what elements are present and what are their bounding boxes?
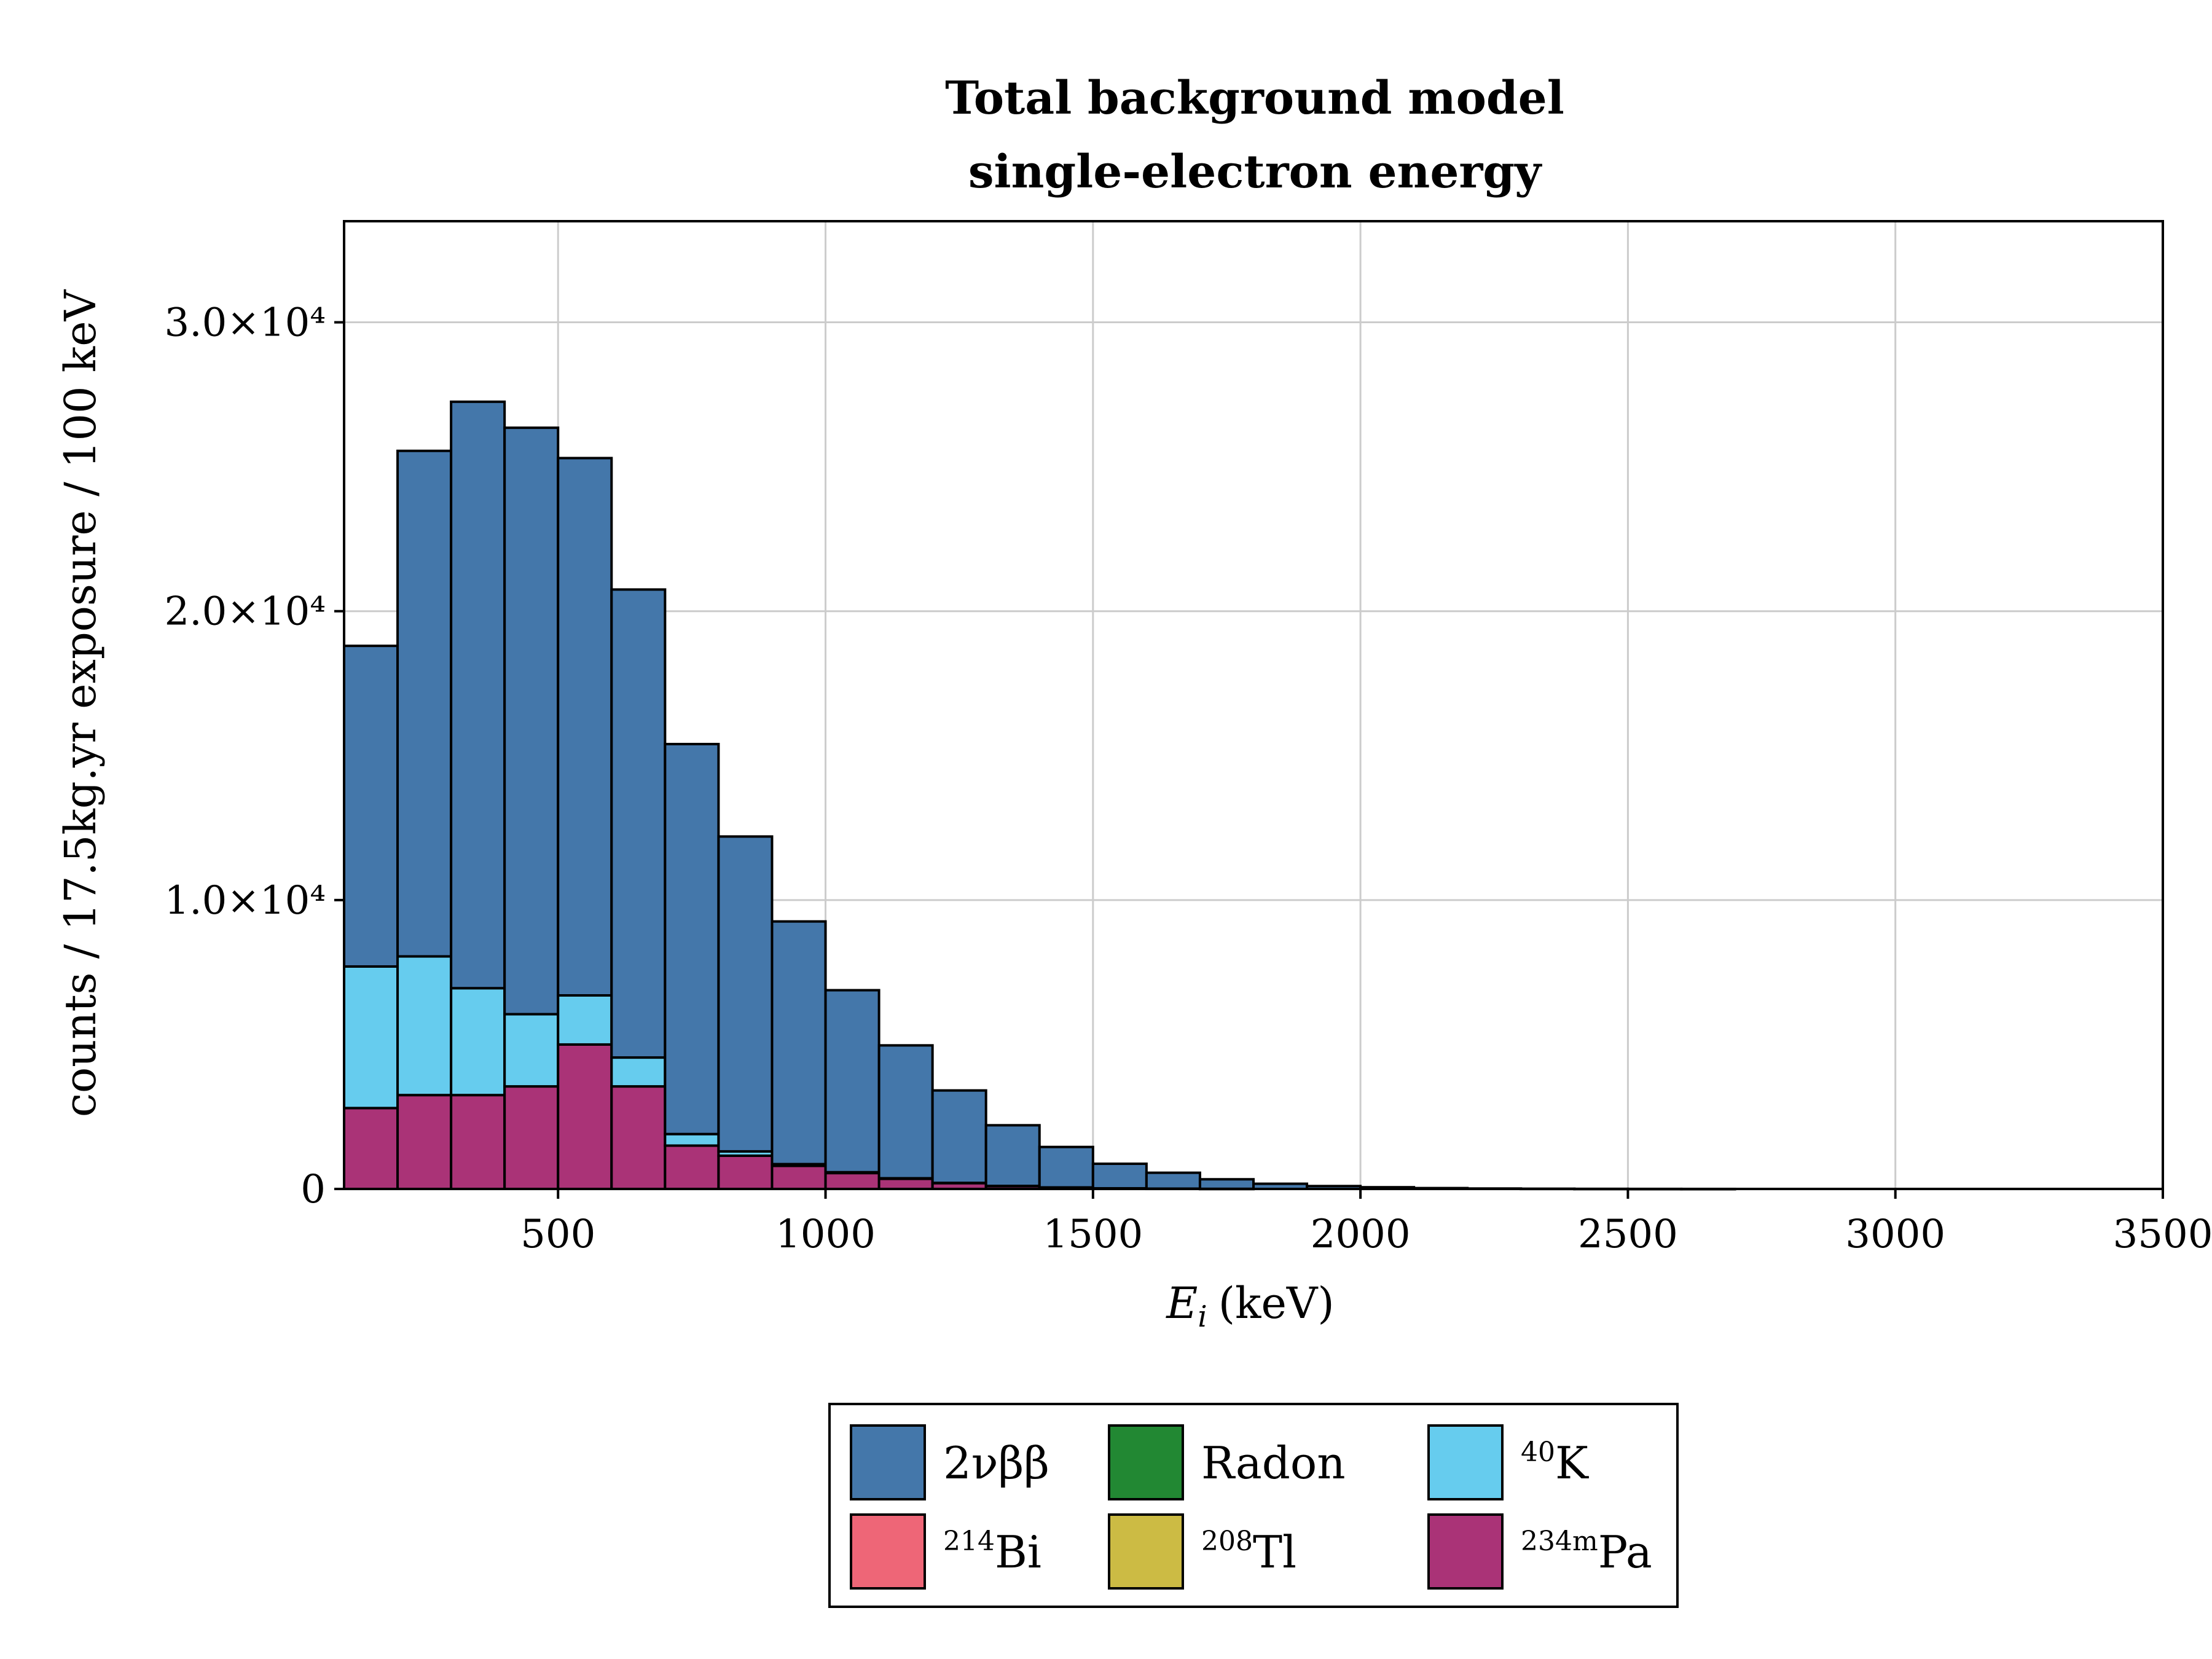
x-axis-subscript: i — [1198, 1300, 1207, 1334]
bar-2νββ-bin-8 — [771, 920, 827, 1166]
legend-label-1: Radon — [1201, 1437, 1346, 1489]
bar-234mPa-bin-0 — [343, 1107, 399, 1190]
legend-label-3: 214Bi — [943, 1526, 1041, 1578]
legend-label-2: 40K — [1521, 1437, 1589, 1489]
legend-label-0: 2νββ — [943, 1437, 1049, 1489]
legend-label-4: 208Tl — [1201, 1526, 1296, 1578]
legend-swatch-2 — [1427, 1424, 1504, 1500]
bar-234mPa-bin-2 — [450, 1094, 506, 1191]
legend-swatch-0 — [850, 1424, 926, 1500]
bar-2νββ-bin-2 — [450, 400, 506, 990]
bar-2νββ-bin-6 — [664, 742, 720, 1135]
bar-2νββ-bin-3 — [503, 426, 560, 1016]
legend-frame — [828, 1403, 1679, 1608]
x-axis-unit: (keV) — [1218, 1278, 1335, 1328]
y-tick-label-3: 3.0×10⁴ — [165, 300, 326, 346]
chart-title: Total background model — [945, 72, 1564, 125]
bar-40K-bin-1 — [396, 955, 453, 1097]
y-axis: 0 1.0×10⁴ 2.0×10⁴ 3.0×10⁴ — [165, 300, 344, 1212]
x-axis-label: Ei (keV) — [1165, 1278, 1334, 1334]
bar-234mPa-bin-7 — [717, 1154, 774, 1191]
x-tick-label-1: 1000 — [775, 1212, 876, 1257]
bar-2νββ-bin-0 — [343, 645, 399, 968]
bar-40K-bin-3 — [503, 1013, 560, 1088]
x-tick-label-6: 3500 — [2113, 1212, 2212, 1257]
legend-swatch-4 — [1108, 1513, 1184, 1590]
bar-40K-bin-2 — [450, 987, 506, 1097]
bar-2νββ-bin-9 — [824, 989, 880, 1174]
y-tick-label-0: 0 — [300, 1167, 326, 1212]
bar-234mPa-bin-1 — [396, 1094, 453, 1191]
legend-label-5: 234mPa — [1521, 1526, 1652, 1578]
bar-2νββ-bin-13 — [1038, 1145, 1094, 1189]
bar-234mPa-bin-9 — [824, 1172, 880, 1191]
bar-2νββ-bin-12 — [984, 1124, 1041, 1188]
x-tick-label-0: 500 — [520, 1212, 595, 1257]
bar-2νββ-bin-15 — [1145, 1171, 1201, 1190]
chart-subtitle: single-electron energy — [968, 146, 1542, 198]
legend-swatch-1 — [1108, 1424, 1184, 1500]
legend-swatch-3 — [850, 1513, 926, 1590]
bar-2νββ-bin-11 — [931, 1089, 987, 1185]
bar-2νββ-bin-14 — [1091, 1163, 1148, 1190]
bar-234mPa-bin-4 — [557, 1043, 613, 1191]
x-tick-label-4: 2500 — [1578, 1212, 1678, 1257]
bar-234mPa-bin-3 — [503, 1085, 560, 1191]
bar-40K-bin-5 — [610, 1056, 667, 1088]
bar-2νββ-bin-10 — [877, 1044, 934, 1180]
x-tick-label-2: 1500 — [1043, 1212, 1143, 1257]
x-axis: 500 1000 1500 2000 2500 3000 3500 — [520, 1189, 2212, 1257]
plot-frame — [343, 220, 2164, 1190]
legend-swatch-5 — [1427, 1513, 1504, 1590]
x-tick-label-5: 3000 — [1845, 1212, 1945, 1257]
bar-2νββ-bin-7 — [717, 835, 774, 1153]
legend: 2νββ Radon 40K 214Bi 208Tl 234mPa — [828, 1403, 1679, 1608]
bar-234mPa-bin-5 — [610, 1085, 667, 1191]
bar-40K-bin-0 — [343, 965, 399, 1110]
bar-2νββ-bin-1 — [396, 449, 453, 958]
bar-234mPa-bin-6 — [664, 1144, 720, 1191]
bar-234mPa-bin-8 — [771, 1164, 827, 1190]
bar-2νββ-bin-16 — [1198, 1178, 1255, 1190]
bar-40K-bin-4 — [557, 994, 613, 1046]
y-tick-label-1: 1.0×10⁴ — [165, 878, 326, 924]
y-axis-label: counts / 17.5kg.yr exposure / 100 keV — [55, 289, 106, 1117]
bar-2νββ-bin-4 — [557, 457, 613, 997]
bar-234mPa-bin-10 — [877, 1177, 934, 1191]
bar-2νββ-bin-5 — [610, 588, 667, 1059]
x-tick-label-3: 2000 — [1311, 1212, 1411, 1257]
y-tick-label-2: 2.0×10⁴ — [165, 589, 326, 635]
bars — [343, 400, 1736, 1191]
x-axis-symbol: E — [1165, 1278, 1198, 1328]
bar-40K-bin-6 — [664, 1132, 720, 1147]
